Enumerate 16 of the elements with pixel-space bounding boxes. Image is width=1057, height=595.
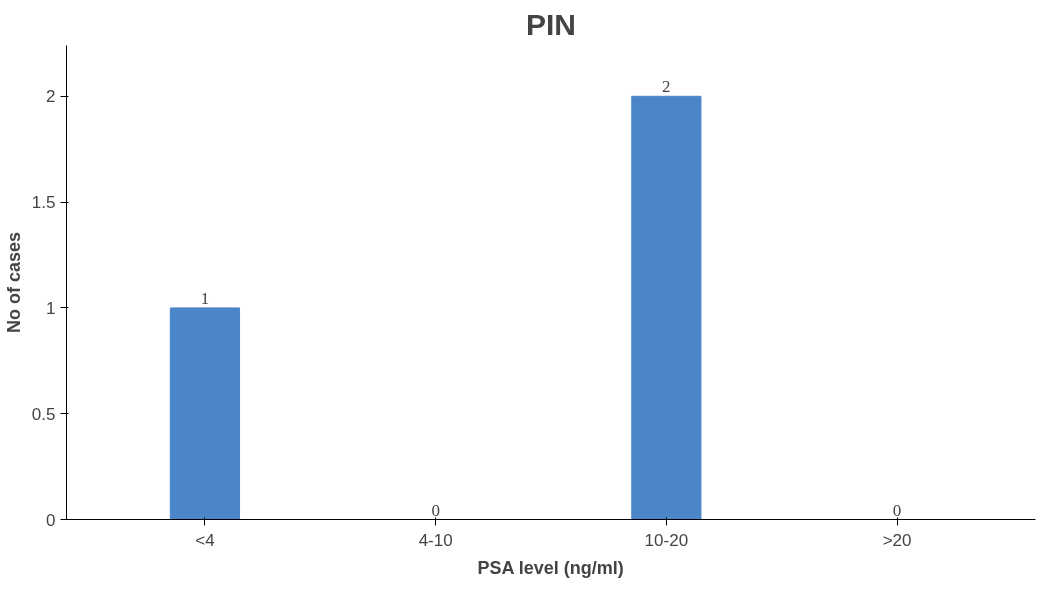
y-tick-label: 0.5 xyxy=(31,404,56,424)
data-label: 0 xyxy=(892,500,902,520)
x-tick-label: >20 xyxy=(882,530,912,550)
y-tick-label: 1.5 xyxy=(31,193,56,213)
x-tick-label: 10-20 xyxy=(644,530,689,550)
data-label: 2 xyxy=(662,77,671,97)
y-tick-label: 2 xyxy=(46,87,56,107)
x-tick-label: 4-10 xyxy=(418,530,453,550)
y-tick-label: 1 xyxy=(46,298,56,318)
data-label: 1 xyxy=(200,288,210,308)
x-axis-title: PSA level (ng/ml) xyxy=(477,557,624,578)
x-tick-label: <4 xyxy=(195,530,215,550)
y-tick-label: 0 xyxy=(46,510,56,530)
data-label: 0 xyxy=(431,500,440,520)
chart-title: PIN xyxy=(526,7,577,41)
y-axis-title: No of cases xyxy=(3,231,24,334)
